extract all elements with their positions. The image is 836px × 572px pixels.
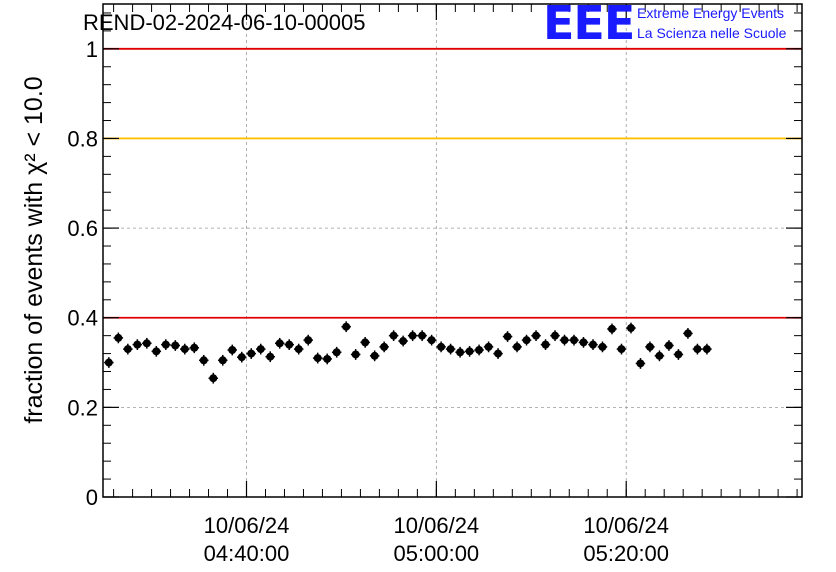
data-point [617, 345, 626, 354]
data-point [275, 339, 284, 348]
data-points [104, 321, 712, 384]
data-point [607, 324, 616, 333]
data-point [560, 336, 569, 345]
data-point [418, 331, 427, 340]
data-point [484, 342, 493, 351]
grid-lines [103, 4, 802, 497]
y-tick-label: 0.4 [67, 306, 98, 331]
data-point [294, 345, 303, 354]
data-point [104, 358, 113, 367]
x-tick-time-label: 05:00:00 [394, 541, 480, 566]
data-point [123, 345, 132, 354]
data-point [683, 329, 692, 338]
plot-frame [102, 3, 803, 498]
data-point [570, 336, 579, 345]
data-point [664, 341, 673, 350]
x-tick-time-label: 05:20:00 [583, 541, 669, 566]
data-point [228, 345, 237, 354]
data-point [380, 342, 389, 351]
data-point [541, 340, 550, 349]
run-title: REND-02-2024-06-10-00005 [83, 10, 366, 35]
data-point [142, 339, 151, 348]
data-point [171, 341, 180, 350]
data-point [532, 331, 541, 340]
data-point [237, 353, 246, 362]
data-point [323, 354, 332, 363]
y-tick-label: 0 [86, 485, 98, 510]
data-point [351, 350, 360, 359]
y-tick-label: 0.6 [67, 216, 98, 241]
data-point [513, 342, 522, 351]
data-point [266, 352, 275, 361]
data-point [588, 340, 597, 349]
data-point [475, 345, 484, 354]
data-point [579, 338, 588, 347]
y-axis-label: fraction of events with χ² < 10.0 [20, 76, 48, 423]
data-point [190, 343, 199, 352]
data-point [626, 324, 635, 333]
data-point [370, 351, 379, 360]
data-point [427, 336, 436, 345]
data-point [180, 345, 189, 354]
data-point [114, 333, 123, 342]
data-point [674, 350, 683, 359]
data-point [522, 336, 531, 345]
data-point [456, 348, 465, 357]
x-tick-date-label: 10/06/24 [583, 513, 669, 538]
data-point [636, 359, 645, 368]
y-tick-label: 1 [86, 37, 98, 62]
data-point [693, 345, 702, 354]
data-point [342, 322, 351, 331]
data-point [551, 331, 560, 340]
eee-logo: EEE Extreme Energy Events La Scienza nel… [543, 0, 833, 50]
data-point [437, 342, 446, 351]
data-point [313, 354, 322, 363]
data-point [655, 351, 664, 360]
data-point [304, 336, 313, 345]
data-point [446, 345, 455, 354]
y-tick-label: 0.8 [67, 126, 98, 151]
data-point [218, 356, 227, 365]
data-point [389, 331, 398, 340]
data-point [503, 332, 512, 341]
eee-logo-mark: EEE [543, 0, 635, 50]
data-point [494, 349, 503, 358]
data-point [133, 340, 142, 349]
reference-lines [103, 47, 802, 319]
x-tick-date-label: 10/06/24 [204, 513, 290, 538]
logo-line-1: Extreme Energy Events [637, 5, 785, 21]
data-point [598, 342, 607, 351]
data-point [152, 347, 161, 356]
data-point [332, 348, 341, 357]
data-point [199, 356, 208, 365]
axes: 0 0.2 0.4 0.6 0.8 1 10/06/24 04:40:00 10/06/24 05… [67, 4, 802, 566]
data-point [702, 345, 711, 354]
data-point [256, 345, 265, 354]
y-tick-label: 0.2 [67, 395, 98, 420]
data-point [161, 340, 170, 349]
data-point [465, 347, 474, 356]
data-point [209, 374, 218, 383]
x-tick-time-label: 04:40:00 [204, 541, 290, 566]
data-point [361, 338, 370, 347]
data-point [399, 337, 408, 346]
data-point [247, 349, 256, 358]
x-tick-date-label: 10/06/24 [394, 513, 480, 538]
data-point [285, 340, 294, 349]
data-point [645, 342, 654, 351]
logo-line-2: La Scienza nelle Scuole [637, 25, 787, 41]
data-point [408, 331, 417, 340]
